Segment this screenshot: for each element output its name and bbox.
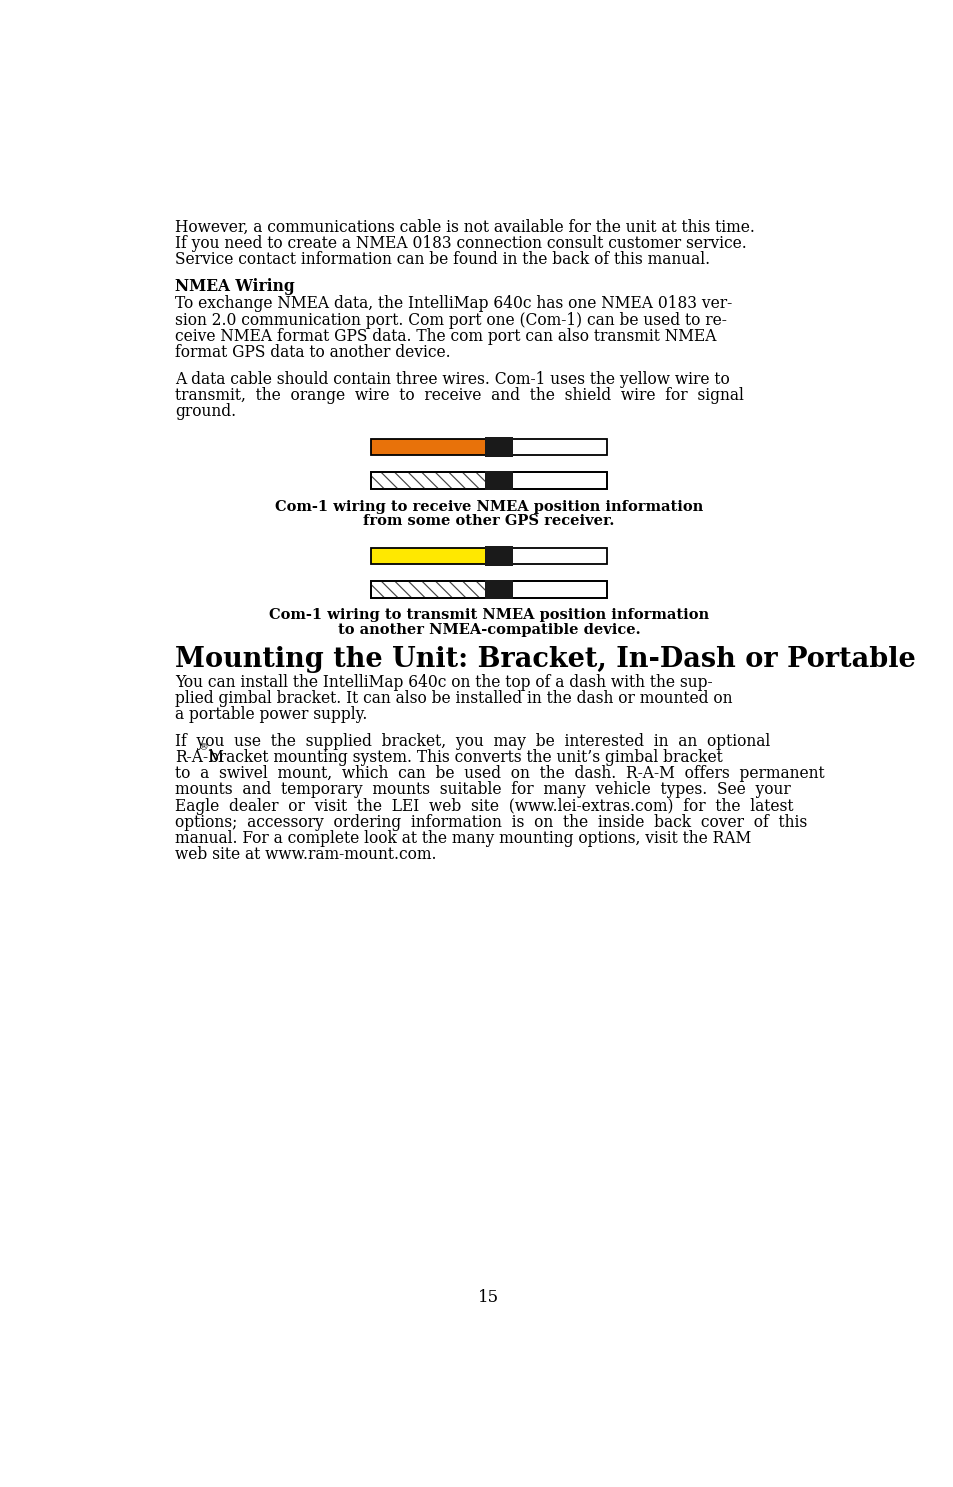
Text: A data cable should contain three wires. Com-1 uses the yellow wire to: A data cable should contain three wires.… <box>174 370 729 388</box>
Text: to another NMEA-compatible device.: to another NMEA-compatible device. <box>337 623 639 636</box>
Text: 15: 15 <box>477 1289 499 1306</box>
Text: Service contact information can be found in the back of this manual.: Service contact information can be found… <box>174 251 709 268</box>
Text: If you need to create a NMEA 0183 connection consult customer service.: If you need to create a NMEA 0183 connec… <box>174 235 746 251</box>
Bar <box>371 473 606 489</box>
Text: sion 2.0 communication port. Com port one (Com-1) can be used to re-: sion 2.0 communication port. Com port on… <box>174 312 726 329</box>
Text: However, a communications cable is not available for the unit at this time.: However, a communications cable is not a… <box>174 219 754 235</box>
Text: R-A-M: R-A-M <box>174 749 224 766</box>
Text: format GPS data to another device.: format GPS data to another device. <box>174 343 450 361</box>
Text: Com-1 wiring to transmit NMEA position information: Com-1 wiring to transmit NMEA position i… <box>269 608 708 623</box>
Text: to  a  swivel  mount,  which  can  be  used  on  the  dash.  R-A-M  offers  perm: to a swivel mount, which can be used on … <box>174 766 823 782</box>
Text: To exchange NMEA data, the IntelliMap 640c has one NMEA 0183 ver-: To exchange NMEA data, the IntelliMap 64… <box>174 296 732 312</box>
Bar <box>371 439 606 455</box>
Text: from some other GPS receiver.: from some other GPS receiver. <box>363 515 614 528</box>
Bar <box>371 547 485 564</box>
Text: transmit,  the  orange  wire  to  receive  and  the  shield  wire  for  signal: transmit, the orange wire to receive and… <box>174 387 743 404</box>
Bar <box>485 546 513 565</box>
Text: ceive NMEA format GPS data. The com port can also transmit NMEA: ceive NMEA format GPS data. The com port… <box>174 327 716 345</box>
Text: You can install the IntelliMap 640c on the top of a dash with the sup-: You can install the IntelliMap 640c on t… <box>174 674 712 690</box>
Text: bracket mounting system. This converts the unit’s gimbal bracket: bracket mounting system. This converts t… <box>204 749 721 766</box>
Text: Eagle  dealer  or  visit  the  LEI  web  site  (www.lei-extras.com)  for  the  l: Eagle dealer or visit the LEI web site (… <box>174 797 793 815</box>
Text: web site at www.ram-mount.com.: web site at www.ram-mount.com. <box>174 846 436 862</box>
Text: mounts  and  temporary  mounts  suitable  for  many  vehicle  types.  See  your: mounts and temporary mounts suitable for… <box>174 782 790 799</box>
Bar <box>513 439 606 455</box>
Bar <box>371 473 606 489</box>
Text: options;  accessory  ordering  information  is  on  the  inside  back  cover  of: options; accessory ordering information … <box>174 813 806 831</box>
Text: a portable power supply.: a portable power supply. <box>174 706 367 723</box>
Bar <box>371 439 485 455</box>
Bar <box>513 547 606 564</box>
Text: ground.: ground. <box>174 403 236 421</box>
Text: manual. For a complete look at the many mounting options, visit the RAM: manual. For a complete look at the many … <box>174 830 751 848</box>
Bar <box>485 471 513 491</box>
Text: NMEA Wiring: NMEA Wiring <box>174 278 294 294</box>
Bar <box>371 581 606 598</box>
Text: plied gimbal bracket. It can also be installed in the dash or mounted on: plied gimbal bracket. It can also be ins… <box>174 690 732 706</box>
Text: ®: ® <box>198 744 208 752</box>
Text: Mounting the Unit: Bracket, In-Dash or Portable: Mounting the Unit: Bracket, In-Dash or P… <box>174 645 915 672</box>
Bar <box>485 437 513 457</box>
Text: If  you  use  the  supplied  bracket,  you  may  be  interested  in  an  optiona: If you use the supplied bracket, you may… <box>174 733 769 749</box>
Bar <box>485 580 513 599</box>
Bar <box>371 547 606 564</box>
Bar <box>371 581 606 598</box>
Text: Com-1 wiring to receive NMEA position information: Com-1 wiring to receive NMEA position in… <box>274 500 702 513</box>
